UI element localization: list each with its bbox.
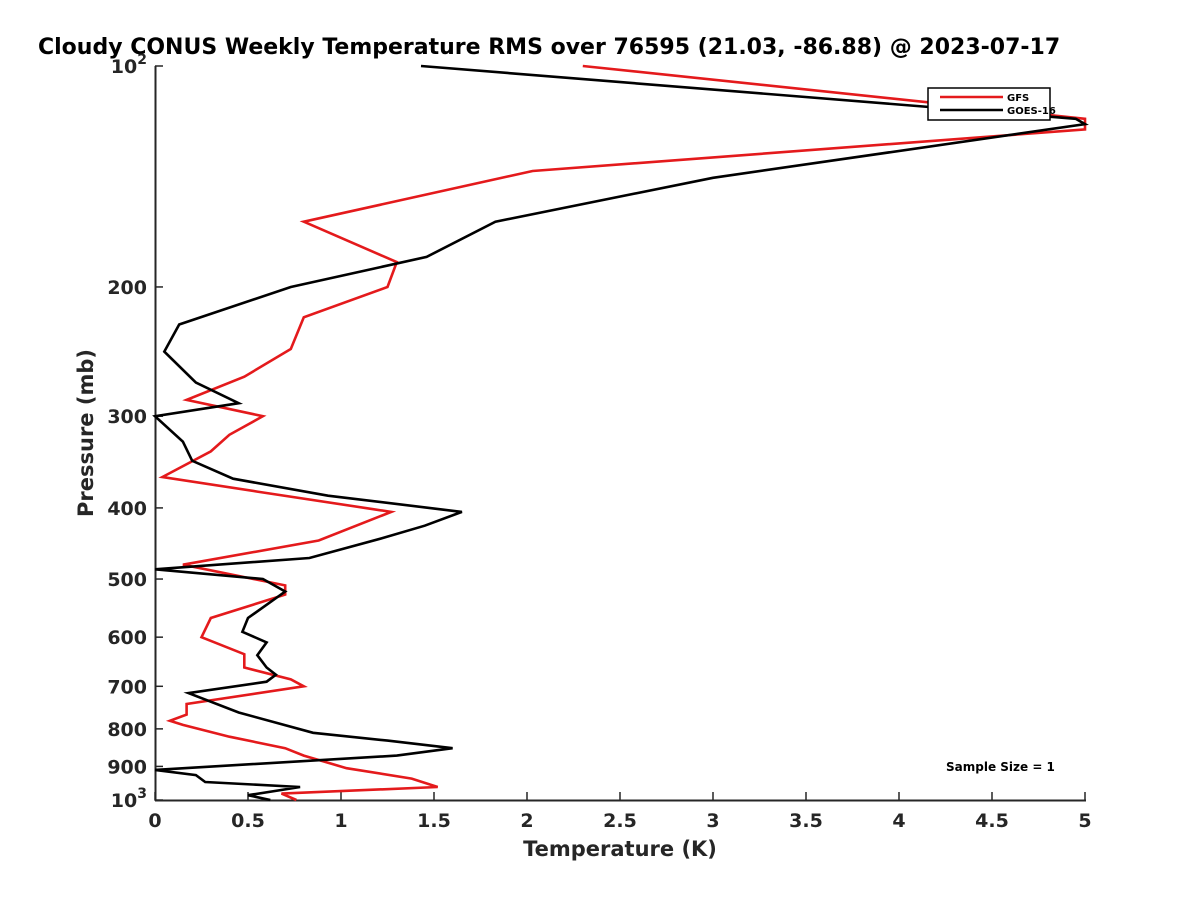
series-layer <box>152 64 1089 802</box>
x-tick-label: 2.5 <box>603 810 637 832</box>
x-tick-label: 5 <box>1078 810 1091 832</box>
chart-legend: GFS GOES-16 <box>927 87 1056 121</box>
x-tick-label: 4 <box>892 810 905 832</box>
y-tick-label-base: 200 <box>107 277 147 299</box>
series-line-goes16 <box>152 64 1089 802</box>
y-tick-label-base: 500 <box>107 569 147 591</box>
x-tick-label: 3.5 <box>789 810 823 832</box>
y-tick-label-base: 700 <box>107 676 147 698</box>
x-tick-label: 0 <box>148 810 161 832</box>
x-axis-ticks: 0 0.5 1 1.5 2 2.5 3 3.5 4 4.5 5 <box>148 792 1092 832</box>
y-tick-label-base: 800 <box>107 719 147 741</box>
x-tick-label: 1 <box>334 810 347 832</box>
y-axis-title: Pressure (mb) <box>74 349 98 517</box>
sample-size-annotation: Sample Size = 1 <box>946 760 1055 774</box>
y-tick-label-base: 900 <box>107 756 147 778</box>
x-tick-label: 4.5 <box>975 810 1009 832</box>
legend-box <box>927 87 1051 121</box>
x-tick-label: 3 <box>706 810 719 832</box>
y-tick-label: 200 <box>107 277 147 299</box>
y-tick-label: 102 <box>111 52 147 78</box>
y-tick-label: 800 <box>107 719 147 741</box>
x-axis-title: Temperature (K) <box>523 837 717 861</box>
y-tick-label: 600 <box>107 627 147 649</box>
y-tick-label-base: 600 <box>107 627 147 649</box>
x-tick-label: 2 <box>520 810 533 832</box>
y-tick-label: 400 <box>107 498 147 520</box>
legend-label-gfs: GFS <box>1007 93 1029 104</box>
y-tick-label: 500 <box>107 569 147 591</box>
y-tick-label-base: 10 <box>111 56 137 78</box>
y-tick-label: 700 <box>107 676 147 698</box>
y-tick-label-base: 300 <box>107 406 147 428</box>
y-tick-label-base: 10 <box>111 790 137 812</box>
y-tick-label-exponent: 3 <box>137 786 147 802</box>
legend-label-goes16: GOES-16 <box>1007 106 1056 117</box>
y-tick-label-exponent: 2 <box>137 52 147 68</box>
x-tick-label: 0.5 <box>231 810 265 832</box>
y-tick-label: 900 <box>107 756 147 778</box>
y-tick-label-base: 400 <box>107 498 147 520</box>
series-line-gfs <box>158 64 1087 802</box>
y-tick-label: 103 <box>111 786 147 812</box>
y-tick-label: 300 <box>107 406 147 428</box>
chart-title: Cloudy CONUS Weekly Temperature RMS over… <box>38 35 1060 60</box>
x-tick-label: 1.5 <box>417 810 451 832</box>
